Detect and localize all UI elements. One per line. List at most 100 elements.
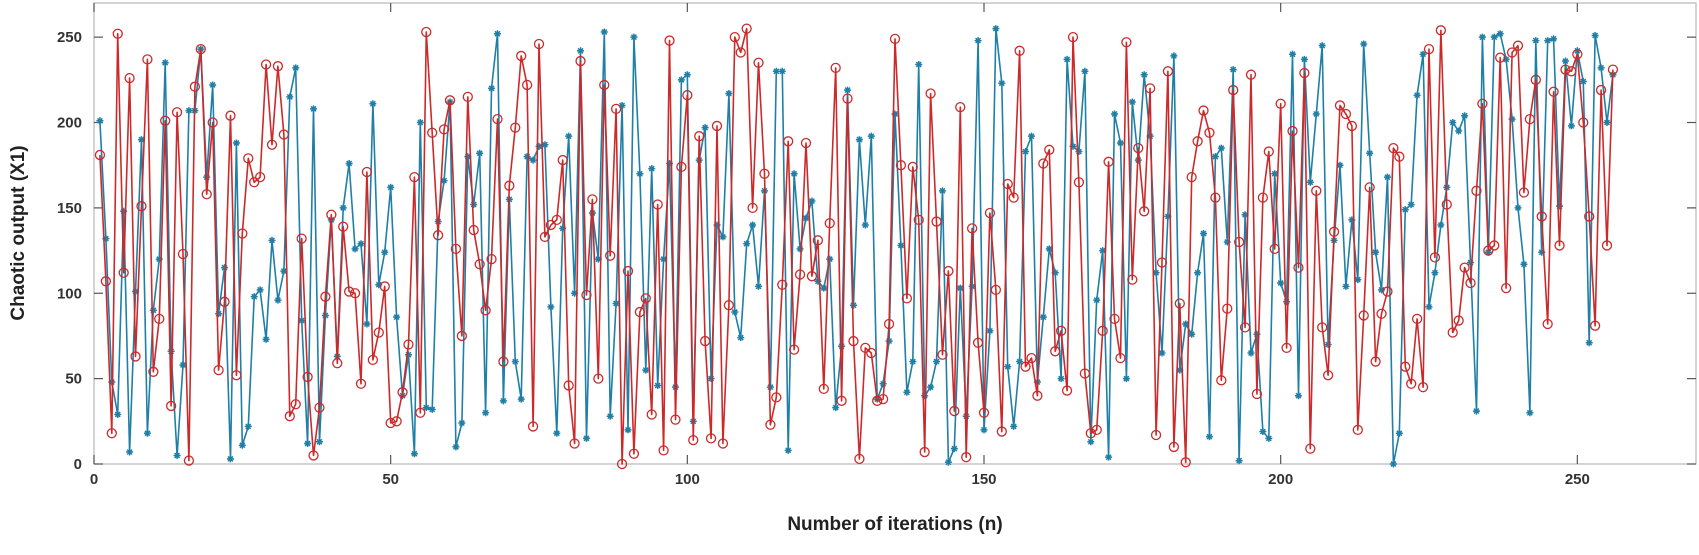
- y-tick-label: 150: [57, 200, 82, 217]
- data-point-circle: [1495, 52, 1506, 63]
- data-point-circle: [943, 265, 954, 277]
- data-point-circle: [539, 231, 551, 243]
- data-point-asterisk: [778, 67, 786, 75]
- data-point-circle: [919, 446, 930, 458]
- data-point-circle: [765, 419, 776, 430]
- data-point-asterisk: [1229, 66, 1237, 74]
- data-point-asterisk: [1170, 52, 1178, 60]
- data-point-circle: [290, 399, 301, 410]
- data-point-circle: [901, 293, 913, 304]
- data-point-asterisk: [1164, 212, 1172, 220]
- data-point-circle: [610, 103, 622, 115]
- data-point-circle: [456, 330, 468, 342]
- data-point-asterisk: [321, 311, 329, 319]
- data-point-circle: [308, 450, 319, 461]
- data-point-circle: [1174, 298, 1185, 309]
- data-point-circle: [1322, 370, 1334, 381]
- data-point-asterisk: [1069, 142, 1077, 150]
- data-point-asterisk: [956, 284, 964, 292]
- data-point-circle: [415, 407, 426, 418]
- data-point-circle: [937, 349, 948, 360]
- data-point-asterisk: [968, 282, 976, 290]
- data-point-asterisk: [1271, 170, 1279, 178]
- data-point-asterisk: [363, 320, 371, 328]
- data-point-circle: [521, 79, 533, 91]
- data-point-circle: [112, 28, 123, 39]
- data-point-circle: [854, 453, 865, 465]
- data-point-asterisk: [731, 308, 739, 316]
- data-point-circle: [1500, 282, 1512, 294]
- data-point-circle: [783, 136, 794, 147]
- data-point-circle: [640, 293, 651, 304]
- data-point-circle: [622, 265, 634, 277]
- data-point-circle: [830, 62, 841, 74]
- data-point-circle: [527, 421, 539, 432]
- data-point-asterisk: [654, 381, 662, 389]
- data-point-circle: [278, 129, 290, 140]
- data-point-circle: [1156, 257, 1168, 268]
- data-point-circle: [1233, 236, 1245, 248]
- data-point-circle: [1311, 185, 1322, 196]
- data-point-asterisk: [820, 284, 828, 292]
- data-point-asterisk: [440, 177, 448, 185]
- data-point-circle: [777, 279, 788, 290]
- data-point-asterisk: [832, 404, 840, 412]
- data-point-circle: [1459, 262, 1470, 273]
- data-point-asterisk: [173, 451, 181, 459]
- data-point-circle: [332, 358, 343, 369]
- data-point-asterisk: [660, 255, 668, 263]
- data-point-circle: [1044, 144, 1055, 155]
- data-point-circle: [1518, 187, 1530, 198]
- data-point-circle: [883, 318, 895, 330]
- data-point-circle: [759, 168, 770, 179]
- data-point-asterisk: [482, 409, 490, 417]
- data-point-asterisk: [238, 441, 246, 449]
- data-point-circle: [1198, 105, 1209, 116]
- data-point-circle: [563, 380, 574, 391]
- data-point-circle: [195, 43, 206, 55]
- data-point-circle: [1222, 303, 1233, 314]
- data-point-circle: [1073, 177, 1085, 188]
- data-point-asterisk: [1039, 313, 1047, 321]
- data-point-circle: [231, 370, 242, 381]
- data-point-circle: [1589, 320, 1601, 331]
- data-point-asterisk: [933, 358, 941, 366]
- data-point-asterisk: [1158, 349, 1166, 357]
- data-point-asterisk: [606, 412, 614, 420]
- data-point-circle: [1186, 172, 1197, 183]
- data-point-circle: [1560, 64, 1571, 75]
- data-point-asterisk: [1597, 64, 1605, 72]
- data-point-circle: [848, 335, 859, 347]
- data-point-circle: [474, 259, 485, 270]
- data-point-circle: [788, 344, 800, 355]
- data-point-circle: [1477, 98, 1488, 109]
- data-point-asterisk: [1211, 153, 1219, 161]
- x-tick-label: 50: [382, 471, 399, 488]
- data-point-asterisk: [648, 165, 656, 173]
- data-point-asterisk: [719, 233, 727, 241]
- data-point-asterisk: [535, 142, 543, 150]
- data-point-circle: [1340, 108, 1352, 120]
- data-point-asterisk: [784, 446, 792, 454]
- data-point-circle: [913, 214, 924, 225]
- data-point-asterisk: [488, 84, 496, 92]
- data-point-circle: [516, 50, 527, 62]
- data-point-asterisk: [375, 281, 383, 289]
- data-point-asterisk: [1087, 438, 1095, 446]
- data-point-circle: [444, 95, 456, 106]
- data-point-asterisk: [743, 240, 751, 248]
- data-point-asterisk: [915, 60, 923, 68]
- data-point-asterisk: [1223, 238, 1231, 246]
- data-point-asterisk: [1431, 269, 1439, 277]
- data-point-circle: [1180, 457, 1191, 468]
- data-point-asterisk: [1532, 37, 1540, 45]
- data-point-asterisk: [476, 149, 484, 157]
- data-point-asterisk: [167, 347, 175, 355]
- data-point-asterisk: [1027, 132, 1035, 140]
- data-point-circle: [1305, 443, 1316, 454]
- data-point-asterisk: [701, 124, 709, 132]
- data-point-asterisk: [1283, 298, 1291, 306]
- data-point-asterisk: [381, 248, 389, 256]
- data-point-circle: [741, 23, 752, 34]
- data-point-asterisk: [221, 264, 229, 272]
